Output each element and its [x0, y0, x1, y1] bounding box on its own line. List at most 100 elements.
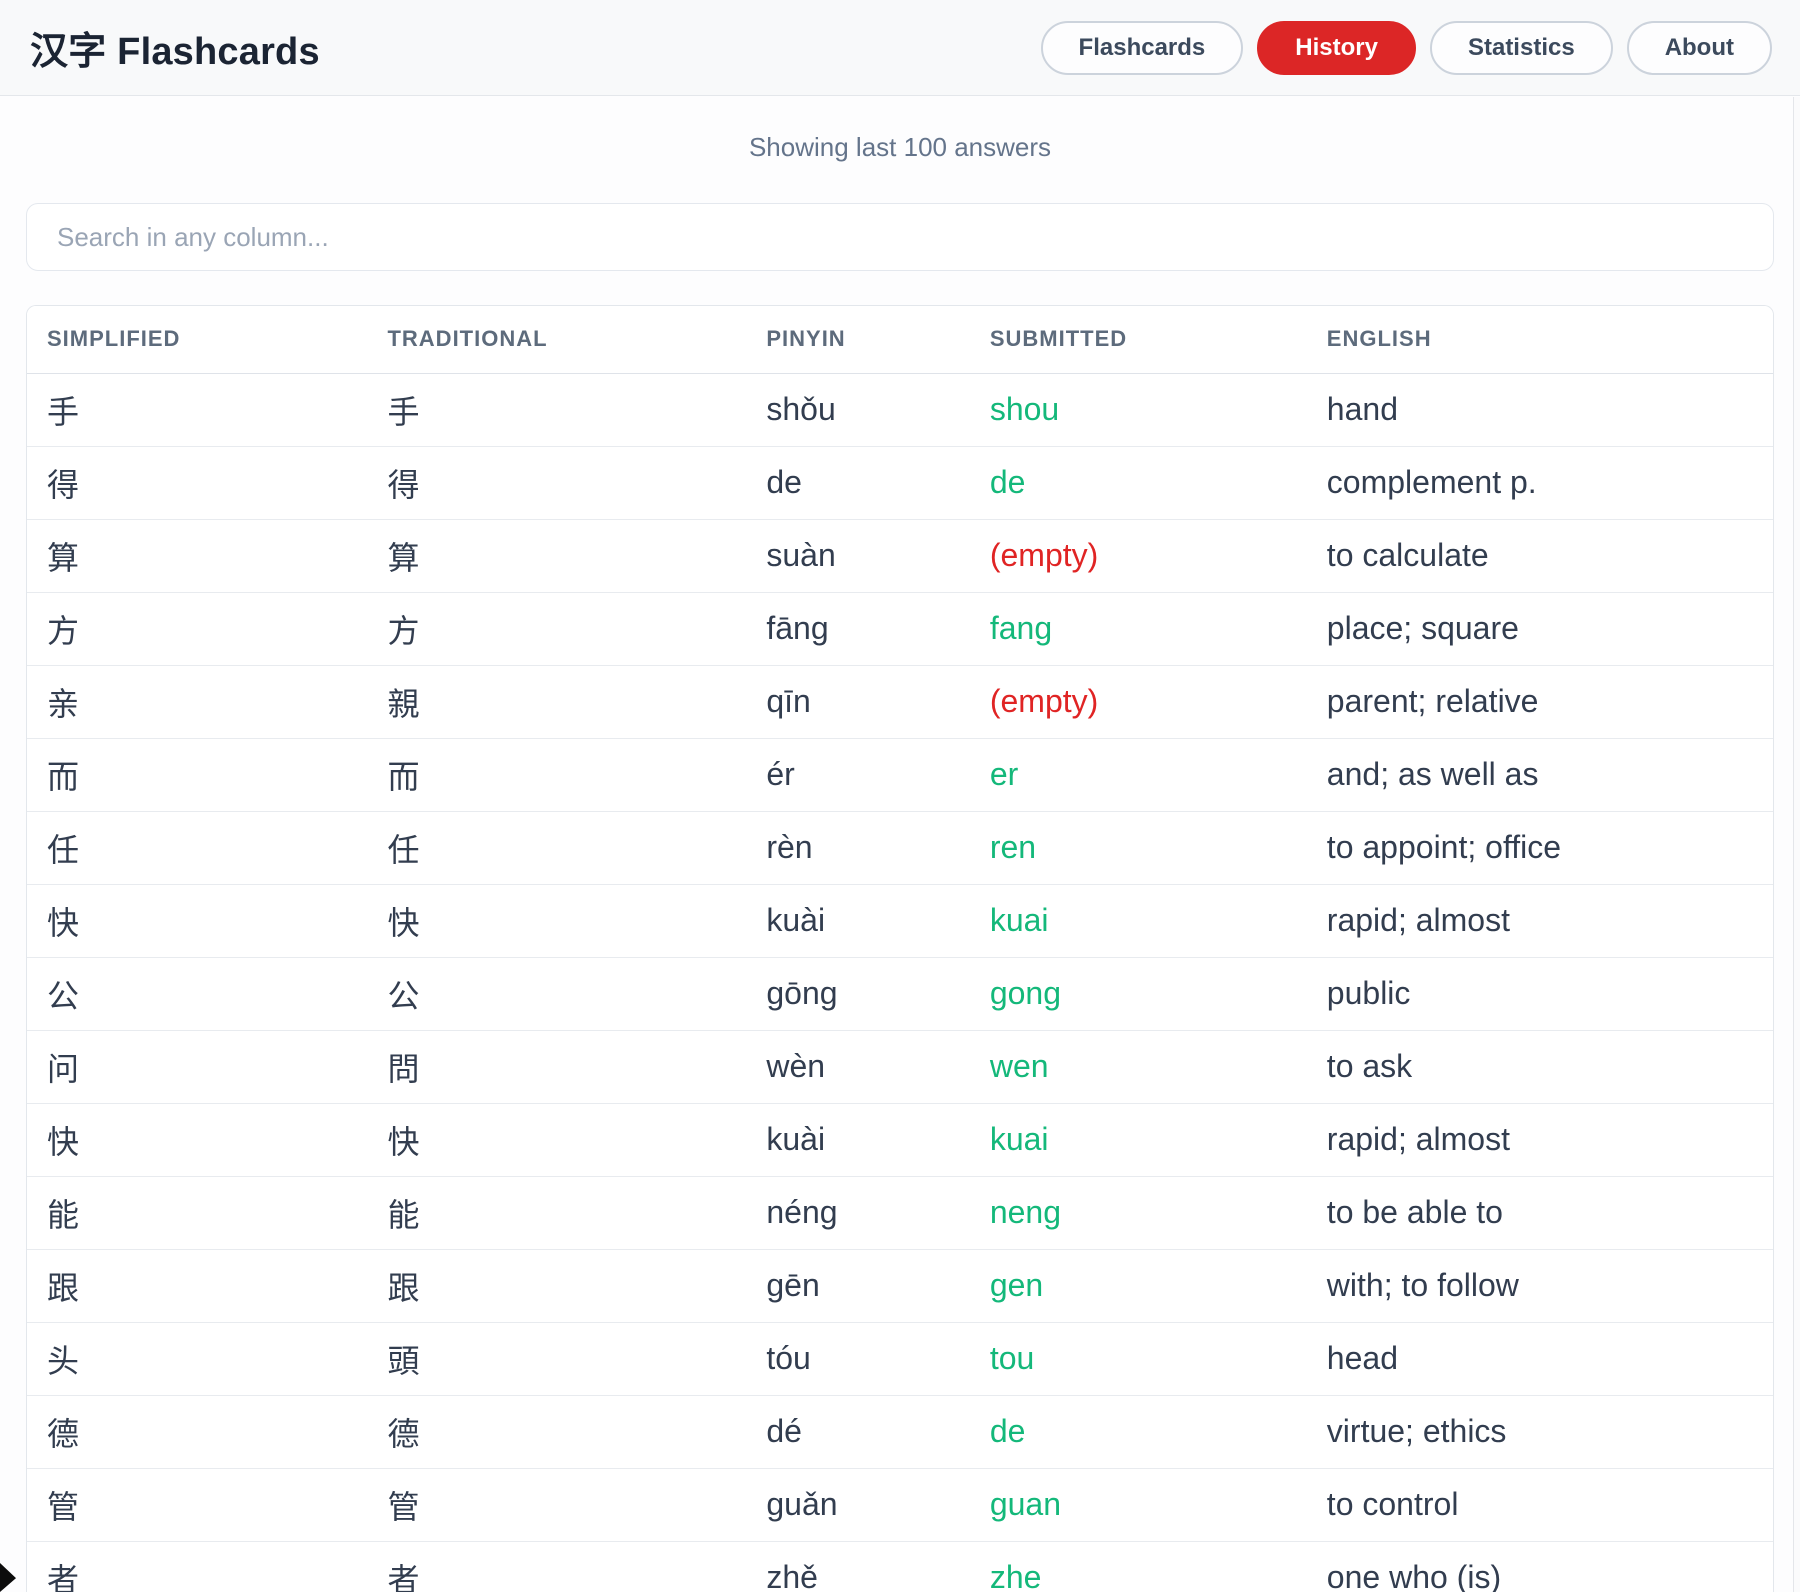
cell-simplified: 任	[27, 811, 368, 885]
table-row: 方方 fāng fang place; square	[27, 592, 1773, 666]
cell-english: head	[1306, 1322, 1773, 1396]
cell-submitted: fang	[969, 592, 1307, 666]
cell-pinyin: qīn	[746, 665, 970, 739]
cell-traditional: 公	[367, 957, 747, 1031]
cell-traditional: 管	[367, 1468, 747, 1542]
cell-english: virtue; ethics	[1306, 1395, 1773, 1469]
cell-traditional: 快	[367, 1103, 747, 1177]
cell-simplified: 跟	[27, 1249, 368, 1323]
cell-simplified: 快	[27, 1103, 368, 1177]
cell-english: rapid; almost	[1306, 1103, 1773, 1177]
cell-submitted: de	[969, 446, 1307, 520]
column-header-english: ENGLISH	[1306, 306, 1773, 374]
cell-simplified: 手	[27, 373, 368, 447]
cell-traditional: 方	[367, 592, 747, 666]
cell-simplified: 方	[27, 592, 368, 666]
vertical-scrollbar[interactable]	[1793, 97, 1800, 1592]
table-row: 德德 dé de virtue; ethics	[27, 1395, 1773, 1469]
table-row: 任任 rèn ren to appoint; office	[27, 811, 1773, 885]
cell-english: one who (is)	[1306, 1541, 1773, 1592]
table-row: 能能 néng neng to be able to	[27, 1176, 1773, 1250]
cell-simplified: 问	[27, 1030, 368, 1104]
cell-english: and; as well as	[1306, 738, 1773, 812]
cell-simplified: 能	[27, 1176, 368, 1250]
cell-english: with; to follow	[1306, 1249, 1773, 1323]
column-header-simplified: SIMPLIFIED	[27, 306, 368, 374]
cell-submitted: wen	[969, 1030, 1307, 1104]
cell-english: rapid; almost	[1306, 884, 1773, 958]
cell-pinyin: ér	[746, 738, 970, 812]
cell-english: to ask	[1306, 1030, 1773, 1104]
cell-pinyin: fāng	[746, 592, 970, 666]
history-page: Showing last 100 answers SIMPLIFIED TRAD…	[0, 132, 1800, 1592]
cell-traditional: 能	[367, 1176, 747, 1250]
tab-about[interactable]: About	[1626, 20, 1772, 75]
column-header-pinyin: PINYIN	[746, 306, 970, 374]
cell-pinyin: de	[746, 446, 970, 520]
table-row: 问問 wèn wen to ask	[27, 1030, 1773, 1104]
app-header: 汉字 Flashcards Flashcards History Statist…	[0, 0, 1800, 96]
cell-pinyin: shǒu	[746, 373, 970, 447]
column-header-traditional: TRADITIONAL	[367, 306, 747, 374]
cell-submitted: tou	[969, 1322, 1307, 1396]
table-row: 者者 zhě zhe one who (is)	[27, 1541, 1773, 1592]
table-row: 快快 kuài kuai rapid; almost	[27, 884, 1773, 958]
table-row: 头頭 tóu tou head	[27, 1322, 1773, 1396]
cell-submitted: shou	[969, 373, 1307, 447]
cell-traditional: 而	[367, 738, 747, 812]
table-row: 得得 de de complement p.	[27, 446, 1773, 520]
cell-submitted: kuai	[969, 884, 1307, 958]
cell-submitted: zhe	[969, 1541, 1307, 1592]
history-table: SIMPLIFIED TRADITIONAL PINYIN SUBMITTED …	[26, 305, 1774, 1592]
cell-traditional: 快	[367, 884, 747, 958]
table-row: 亲親 qīn (empty) parent; relative	[27, 665, 1773, 739]
cell-pinyin: rèn	[746, 811, 970, 885]
cell-submitted: ren	[969, 811, 1307, 885]
cell-english: public	[1306, 957, 1773, 1031]
cell-pinyin: suàn	[746, 519, 970, 593]
cell-english: to appoint; office	[1306, 811, 1773, 885]
tab-flashcards[interactable]: Flashcards	[1040, 20, 1244, 75]
cell-submitted: neng	[969, 1176, 1307, 1250]
search-input[interactable]	[26, 203, 1774, 271]
answers-count-subtitle: Showing last 100 answers	[748, 132, 1052, 162]
cell-traditional: 者	[367, 1541, 747, 1592]
cell-english: to control	[1306, 1468, 1773, 1542]
app-title: 汉字 Flashcards	[30, 31, 320, 73]
cell-english: hand	[1306, 373, 1773, 447]
table-row: 而而 ér er and; as well as	[27, 738, 1773, 812]
cell-submitted: kuai	[969, 1103, 1307, 1177]
cell-submitted: (empty)	[969, 665, 1307, 739]
cell-pinyin: kuài	[746, 1103, 970, 1177]
cell-traditional: 手	[367, 373, 747, 447]
table-row: 手手 shǒu shou hand	[27, 373, 1773, 447]
cell-submitted: de	[969, 1395, 1307, 1469]
cell-submitted: gong	[969, 957, 1307, 1031]
table-row: 算算 suàn (empty) to calculate	[27, 519, 1773, 593]
tab-statistics[interactable]: Statistics	[1429, 20, 1613, 75]
cell-pinyin: kuài	[746, 884, 970, 958]
table-row: 快快 kuài kuai rapid; almost	[27, 1103, 1773, 1177]
table-row: 公公 gōng gong public	[27, 957, 1773, 1031]
cell-english: parent; relative	[1306, 665, 1773, 739]
cell-submitted: guan	[969, 1468, 1307, 1542]
cell-traditional: 任	[367, 811, 747, 885]
cell-pinyin: tóu	[746, 1322, 970, 1396]
table-row: 跟跟 gēn gen with; to follow	[27, 1249, 1773, 1323]
cell-submitted: er	[969, 738, 1307, 812]
cell-submitted: (empty)	[969, 519, 1307, 593]
cell-pinyin: wèn	[746, 1030, 970, 1104]
cell-pinyin: gēn	[746, 1249, 970, 1323]
cell-traditional: 頭	[367, 1322, 747, 1396]
cell-english: to be able to	[1306, 1176, 1773, 1250]
tab-history[interactable]: History	[1257, 20, 1416, 75]
cell-pinyin: dé	[746, 1395, 970, 1469]
cell-traditional: 親	[367, 665, 747, 739]
cell-simplified: 亲	[27, 665, 368, 739]
cell-traditional: 問	[367, 1030, 747, 1104]
column-header-submitted: SUBMITTED	[969, 306, 1307, 374]
table-row: 管管 guǎn guan to control	[27, 1468, 1773, 1542]
main-nav: Flashcards History Statistics About	[1040, 20, 1780, 75]
cell-traditional: 得	[367, 446, 747, 520]
cell-pinyin: néng	[746, 1176, 970, 1250]
